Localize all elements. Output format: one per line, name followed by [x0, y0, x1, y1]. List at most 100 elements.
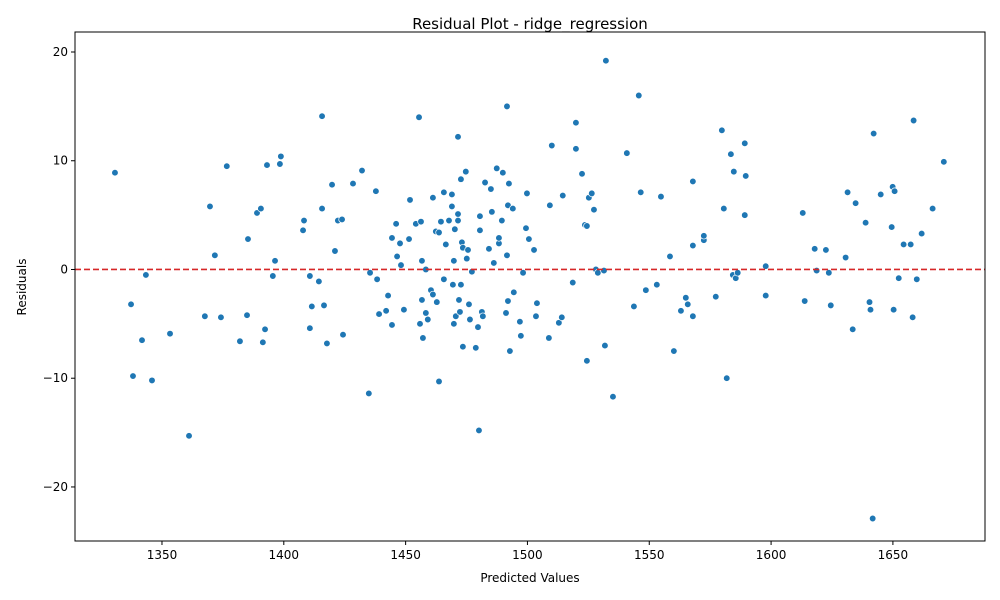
- point: [545, 334, 553, 342]
- point: [653, 281, 661, 289]
- point: [217, 313, 225, 321]
- point: [476, 212, 484, 220]
- point: [454, 210, 462, 218]
- point: [306, 324, 314, 332]
- point: [358, 166, 366, 175]
- point: [449, 281, 457, 289]
- y-tick-label: −20: [43, 480, 68, 494]
- point: [642, 286, 650, 294]
- point: [890, 187, 899, 195]
- point: [306, 272, 314, 280]
- point: [271, 257, 279, 265]
- point: [870, 129, 878, 138]
- point: [331, 247, 339, 255]
- point: [451, 225, 459, 233]
- point: [523, 189, 531, 198]
- x-tick-label: 1450: [390, 548, 421, 562]
- point: [166, 329, 174, 338]
- point: [299, 226, 307, 234]
- point: [429, 290, 437, 299]
- point: [263, 161, 271, 169]
- point: [689, 241, 697, 250]
- point: [666, 252, 674, 261]
- y-tick-label: 20: [53, 45, 68, 59]
- point: [318, 204, 326, 213]
- point: [909, 116, 918, 125]
- point: [533, 299, 541, 307]
- point: [918, 229, 926, 238]
- point: [457, 175, 465, 183]
- point: [907, 240, 915, 249]
- point: [457, 281, 465, 289]
- point: [211, 251, 219, 259]
- point: [201, 312, 209, 320]
- x-axis-label: Predicted Values: [480, 571, 579, 585]
- point: [206, 202, 214, 211]
- point: [583, 357, 591, 365]
- point: [623, 149, 631, 157]
- x-tick-label: 1650: [878, 548, 909, 562]
- point: [495, 234, 503, 242]
- point: [572, 119, 580, 127]
- plot-frame: [74, 31, 986, 542]
- point: [594, 269, 602, 277]
- point: [741, 211, 749, 219]
- point: [440, 275, 448, 283]
- point: [899, 240, 908, 249]
- x-tick-label: 1550: [634, 548, 665, 562]
- point: [328, 181, 336, 189]
- point: [851, 199, 860, 207]
- point: [866, 306, 875, 314]
- point: [455, 296, 463, 304]
- point: [485, 245, 493, 253]
- point: [503, 251, 511, 259]
- point: [841, 253, 850, 262]
- point: [142, 271, 150, 279]
- point: [588, 189, 596, 198]
- x-tick-label: 1600: [756, 548, 787, 562]
- point: [405, 235, 413, 243]
- point: [509, 204, 517, 213]
- point: [487, 185, 495, 193]
- point: [373, 275, 381, 283]
- point: [488, 208, 496, 216]
- point: [530, 246, 538, 254]
- point: [442, 240, 450, 249]
- point: [450, 320, 458, 328]
- point: [670, 347, 678, 355]
- point: [463, 254, 471, 263]
- point: [928, 204, 937, 213]
- point: [454, 216, 462, 225]
- point: [320, 301, 328, 310]
- point: [490, 259, 498, 267]
- point: [416, 320, 424, 328]
- x-tick-label: 1350: [147, 548, 178, 562]
- point: [259, 338, 267, 346]
- point: [602, 57, 610, 65]
- point: [499, 169, 507, 177]
- point: [466, 315, 474, 324]
- point: [801, 297, 809, 305]
- point: [445, 216, 453, 225]
- point: [127, 300, 135, 308]
- point: [396, 239, 404, 248]
- point: [700, 232, 708, 240]
- point: [415, 113, 423, 121]
- point: [913, 275, 921, 283]
- point: [417, 217, 425, 226]
- point: [723, 374, 731, 382]
- point: [493, 164, 501, 173]
- point: [429, 194, 437, 202]
- point: [895, 274, 903, 282]
- point: [393, 252, 401, 261]
- point: [435, 228, 443, 237]
- point: [465, 300, 473, 308]
- point: [424, 315, 432, 324]
- point: [742, 172, 750, 180]
- point: [129, 372, 137, 380]
- point: [388, 234, 396, 242]
- point: [504, 297, 512, 305]
- point: [276, 160, 284, 168]
- point: [400, 306, 408, 314]
